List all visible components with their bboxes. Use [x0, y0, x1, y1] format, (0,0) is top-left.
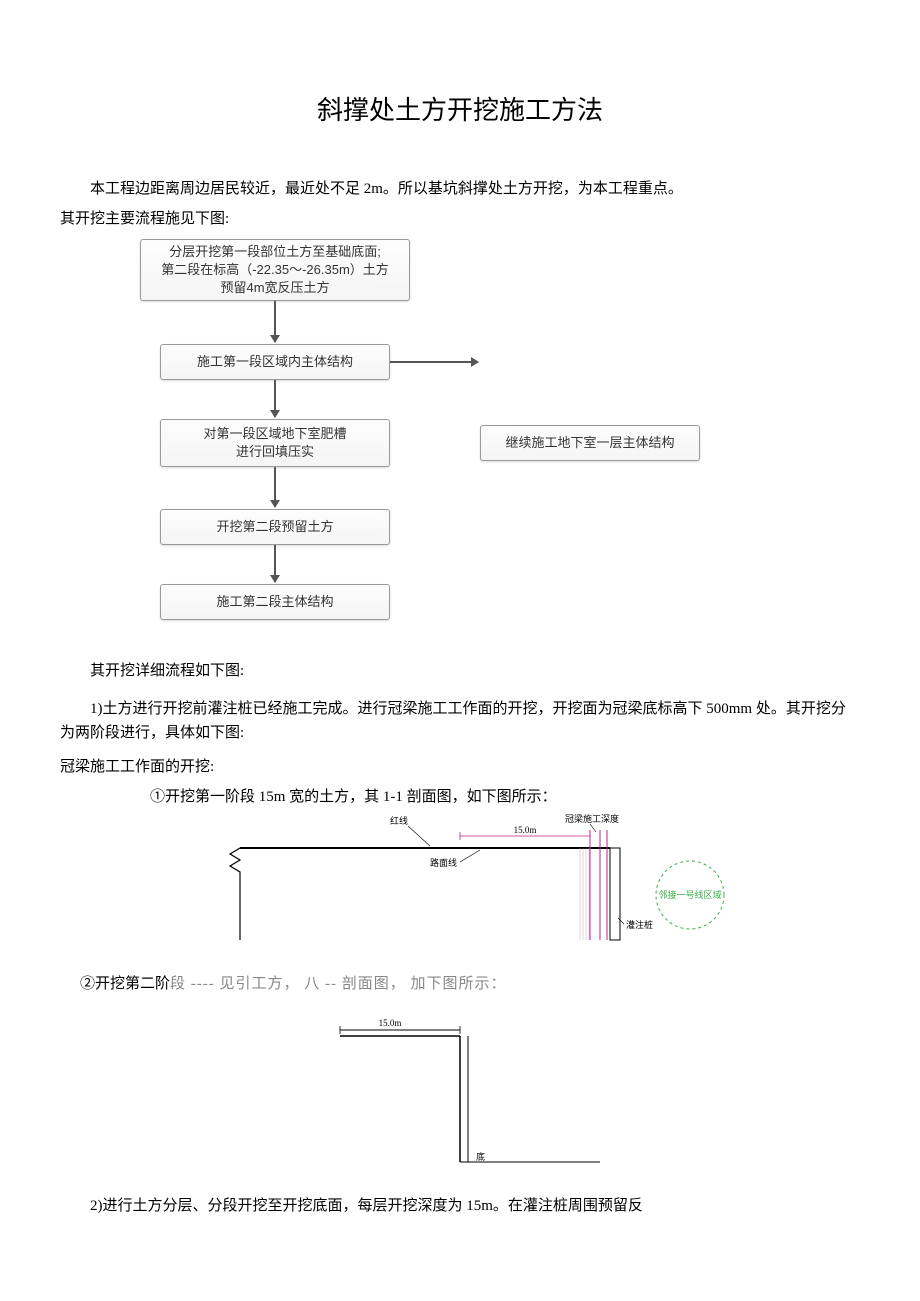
detail-step-1: 1)土方进行开挖前灌注桩已经施工完成。进行冠梁施工工作面的开挖，开挖面为冠梁底标…: [60, 697, 860, 745]
svg-text:15.0m: 15.0m: [379, 1018, 402, 1028]
crown-step-2: ②开挖第二阶段 ---- 见引工方， 八 -- 剖面图， 加下图所示：: [80, 972, 860, 996]
section-diagram-1: 邻接一号线区域 15.0m 红线 冠梁施工深度路面线灌注桩: [160, 810, 760, 960]
flow-node: 施工第一段区域内主体结构: [160, 344, 390, 380]
section-diagram-2: 15.0m 底: [300, 1002, 620, 1182]
detail-step-2: 2)进行土方分层、分段开挖至开挖底面，每层开挖深度为 15m。在灌注桩周围预留反: [60, 1194, 860, 1218]
flow-arrow: [274, 380, 276, 417]
flow-node: 开挖第二段预留土方: [160, 509, 390, 545]
svg-text:路面线: 路面线: [430, 857, 457, 868]
doc-title: 斜撑处土方开挖施工方法: [60, 90, 860, 127]
detail-heading: 其开挖详细流程如下图:: [60, 659, 860, 683]
flow-arrow: [274, 467, 276, 507]
crown-heading: 冠梁施工工作面的开挖:: [60, 755, 860, 779]
flow-arrow: [390, 361, 478, 363]
svg-text:邻接一号线区域: 邻接一号线区域: [658, 889, 721, 900]
crown-step-2-prefix: ②开挖第二阶: [80, 976, 170, 992]
flow-node: 对第一段区域地下室肥槽 进行回填压实: [160, 419, 390, 467]
intro-paragraph-2: 其开挖主要流程施见下图:: [60, 207, 860, 231]
flow-node: 分层开挖第一段部位土方至基础底面; 第二段在标高（-22.35～-26.35m）…: [140, 239, 410, 301]
intro-paragraph-1: 本工程边距离周边居民较近，最近处不足 2m。所以基坑斜撑处土方开挖，为本工程重点…: [60, 177, 860, 201]
flow-node: 施工第二段主体结构: [160, 584, 390, 620]
crown-step-2-rest: 段 ---- 见引工方， 八 -- 剖面图， 加下图所示：: [170, 976, 506, 992]
svg-text:冠梁施工深度: 冠梁施工深度: [565, 813, 619, 824]
flowchart: 分层开挖第一段部位土方至基础底面; 第二段在标高（-22.35～-26.35m）…: [100, 239, 720, 639]
crown-step-1: ①开挖第一阶段 15m 宽的土方，其 1-1 剖面图，如下图所示：: [150, 785, 860, 806]
svg-text:15.0m: 15.0m: [514, 825, 537, 835]
svg-text:红线: 红线: [390, 815, 408, 826]
flow-arrow: [274, 301, 276, 342]
svg-text:底: 底: [476, 1151, 485, 1162]
svg-text:灌注桩: 灌注桩: [626, 919, 653, 930]
flow-node: 继续施工地下室一层主体结构: [480, 425, 700, 461]
flow-arrow: [274, 545, 276, 582]
